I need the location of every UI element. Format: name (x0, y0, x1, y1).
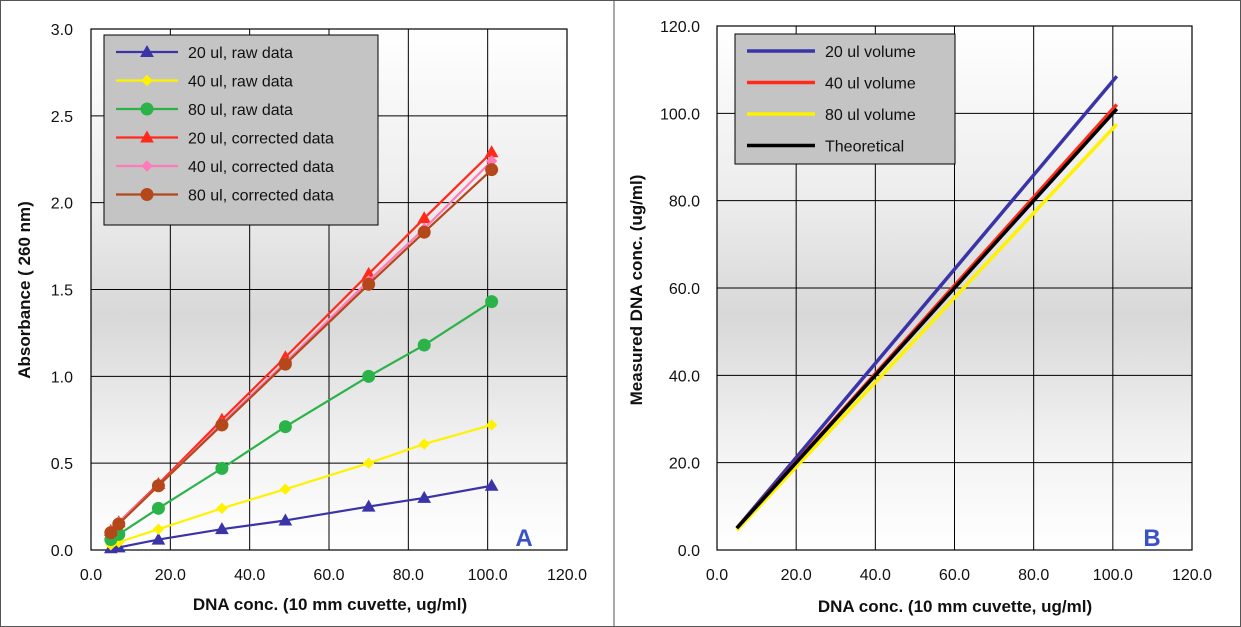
data-point (361, 499, 376, 512)
data-point (362, 457, 375, 469)
data-point (278, 357, 292, 371)
plot-border (90, 28, 568, 551)
data-point (104, 526, 118, 540)
data-point (112, 517, 126, 531)
legend-marker (140, 188, 154, 201)
legend-label: 20 ul, corrected data (188, 131, 334, 148)
data-point (215, 461, 229, 475)
data-point (417, 211, 432, 224)
legend-box (734, 33, 956, 165)
data-point (216, 502, 228, 515)
x-axis-label: DNA conc. (10 mm cuvette, ug/ml) (818, 597, 1092, 616)
y-tick-label: 40.0 (669, 368, 700, 385)
x-tick-label: 80.0 (393, 567, 424, 584)
data-point (215, 522, 229, 535)
panel-letter: A (515, 525, 532, 552)
legend-label: 40 ul, raw data (188, 74, 293, 91)
y-tick-label: 1.0 (51, 369, 73, 386)
series-line (110, 423, 492, 546)
data-point (151, 501, 165, 515)
legend-label: 80 ul, raw data (188, 102, 293, 119)
panel-letter: B (1143, 525, 1160, 552)
y-axis-label: Measured DNA conc. (ug/ml) (627, 175, 646, 406)
data-point (362, 369, 376, 383)
y-tick-label: 120.0 (660, 19, 700, 36)
y-tick-label: 80.0 (669, 194, 700, 211)
data-point (279, 483, 292, 495)
x-tick-label: 60.0 (313, 567, 344, 584)
data-point (484, 478, 499, 491)
data-point (215, 418, 229, 432)
x-tick-label: 40.0 (860, 567, 891, 584)
x-tick-label: 0.0 (80, 567, 102, 584)
legend-label: 40 ul, corrected data (188, 159, 334, 176)
x-tick-label: 100.0 (1093, 567, 1133, 584)
legend-label: 80 ul volume (825, 107, 916, 124)
y-tick-label: 2.0 (51, 196, 73, 213)
series-line (735, 75, 1119, 530)
y-tick-label: 60.0 (669, 281, 700, 298)
y-tick-label: 0.0 (51, 543, 73, 560)
legend-label: 40 ul volume (825, 76, 916, 93)
x-tick-label: 20.0 (155, 567, 186, 584)
plot-border (716, 25, 1193, 551)
x-tick-label: 60.0 (939, 567, 970, 584)
panel-a: 0.0 20.0 40.0 60.0 80.0 100.0 120.0 0.0 0.5 1.0 1.… (15, 22, 587, 614)
legend-marker (141, 160, 153, 172)
series-line (735, 107, 1119, 530)
x-tick-label: 80.0 (1018, 567, 1049, 584)
legend-label: 80 ul, corrected data (188, 188, 334, 205)
data-point (485, 295, 499, 309)
legend-marker (140, 130, 154, 143)
legend-label: 20 ul volume (825, 44, 916, 61)
legend-label: 20 ul, raw data (188, 45, 293, 62)
series-line (110, 484, 492, 550)
series-line (735, 123, 1119, 532)
panel-b: 0.0 20.0 40.0 60.0 80.0 100.0 120.0 0.0 20.0 40.0… (627, 19, 1212, 616)
y-tick-label: 20.0 (669, 456, 700, 473)
legend-marker (140, 102, 154, 116)
y-tick-label: 2.5 (51, 109, 73, 126)
y-tick-label: 0.0 (678, 543, 700, 560)
y-tick-label: 3.0 (51, 22, 73, 39)
data-point (418, 438, 430, 450)
data-point (152, 523, 165, 535)
data-point (151, 479, 165, 493)
series-line (110, 300, 493, 541)
data-point (417, 490, 432, 503)
x-tick-label: 120.0 (1172, 567, 1212, 584)
y-tick-label: 1.5 (51, 283, 73, 300)
x-tick-label: 40.0 (234, 567, 265, 584)
y-axis-label: Absorbance ( 260 nm) (15, 201, 34, 379)
data-point (278, 513, 293, 526)
legend-label: Theoretical (825, 139, 904, 156)
x-axis-label: DNA conc. (10 mm cuvette, ug/ml) (193, 595, 467, 614)
data-point (278, 420, 292, 434)
legend-marker (140, 44, 154, 57)
y-tick-label: 100.0 (660, 106, 700, 123)
series-line (110, 168, 493, 534)
x-tick-label: 20.0 (781, 567, 812, 584)
y-tick-label: 0.5 (51, 456, 73, 473)
x-tick-label: 0.0 (706, 567, 728, 584)
data-point (362, 277, 376, 291)
data-point (485, 419, 498, 431)
data-point (485, 163, 499, 177)
x-tick-label: 120.0 (547, 567, 587, 584)
x-tick-label: 100.0 (468, 567, 508, 584)
legend-marker (141, 74, 153, 87)
data-point (151, 532, 166, 545)
data-point (417, 338, 431, 352)
data-point (417, 225, 431, 239)
